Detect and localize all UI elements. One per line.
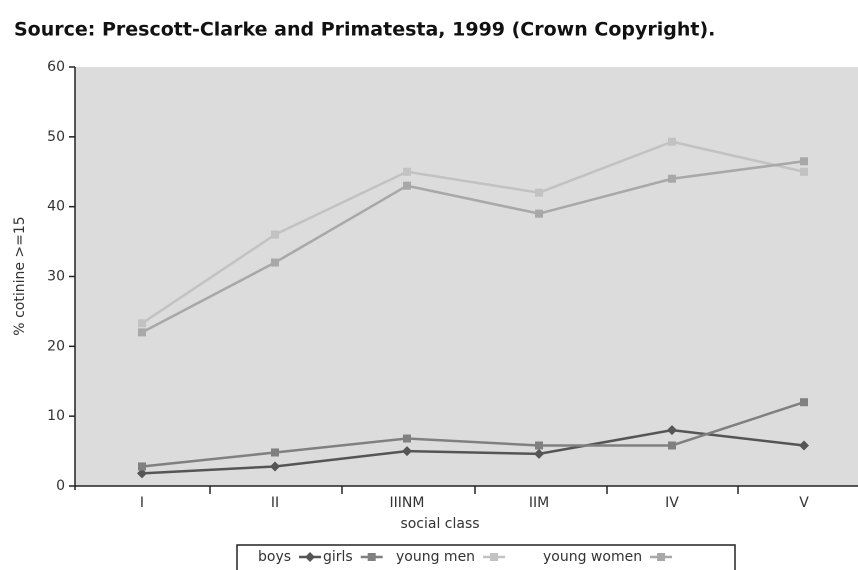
legend-marker (305, 552, 316, 562)
data-point (800, 398, 808, 407)
y-tick-label: 10 (47, 408, 65, 424)
data-point (271, 258, 279, 267)
x-tick-label: IV (665, 495, 679, 511)
legend-label: young men (396, 549, 475, 565)
data-point (534, 448, 544, 459)
data-point (667, 425, 677, 436)
legend-label: young women (543, 549, 642, 565)
y-tick-label: 0 (56, 478, 65, 494)
data-point (535, 188, 543, 197)
data-point (799, 440, 809, 451)
x-tick-label: IIINM (390, 495, 425, 511)
data-point (668, 137, 676, 146)
data-point (668, 441, 676, 450)
data-point (138, 328, 146, 337)
x-tick-label: I (140, 495, 144, 511)
data-point (668, 174, 676, 183)
data-point (800, 167, 808, 176)
legend-label: boys (258, 549, 291, 565)
legend-marker (490, 553, 499, 561)
y-tick-label: 20 (47, 338, 65, 354)
data-point (271, 448, 279, 457)
series-line (141, 160, 805, 334)
data-point (403, 181, 411, 190)
plot-area (75, 67, 858, 486)
y-axis-label: % cotinine >=15 (12, 216, 28, 335)
legend-marker (367, 553, 376, 561)
data-point (800, 157, 808, 166)
x-tick-label: II (271, 495, 279, 511)
y-tick-label: 50 (47, 129, 65, 145)
legend-marker (657, 553, 666, 561)
x-tick-label: IIM (529, 495, 549, 511)
data-point (137, 468, 147, 479)
data-point (138, 462, 146, 471)
data-point (138, 319, 146, 328)
x-tick-label: V (799, 495, 809, 511)
y-tick-label: 60 (47, 59, 65, 75)
series-line (141, 140, 805, 325)
chart-subtitle: Source: Prescott-Clarke and Primatesta, … (14, 19, 715, 41)
series-line (141, 428, 805, 475)
data-point (403, 434, 411, 443)
y-tick-label: 30 (47, 269, 65, 285)
y-tick-label: 40 (47, 199, 65, 215)
legend-label: girls (323, 549, 353, 565)
data-point (535, 209, 543, 218)
data-point (402, 446, 412, 457)
series-line (141, 401, 805, 468)
data-point (403, 167, 411, 176)
x-separators (209, 486, 739, 494)
data-point (535, 441, 543, 450)
x-axis-label: social class (400, 516, 479, 532)
data-point (270, 461, 280, 472)
data-point (271, 230, 279, 239)
